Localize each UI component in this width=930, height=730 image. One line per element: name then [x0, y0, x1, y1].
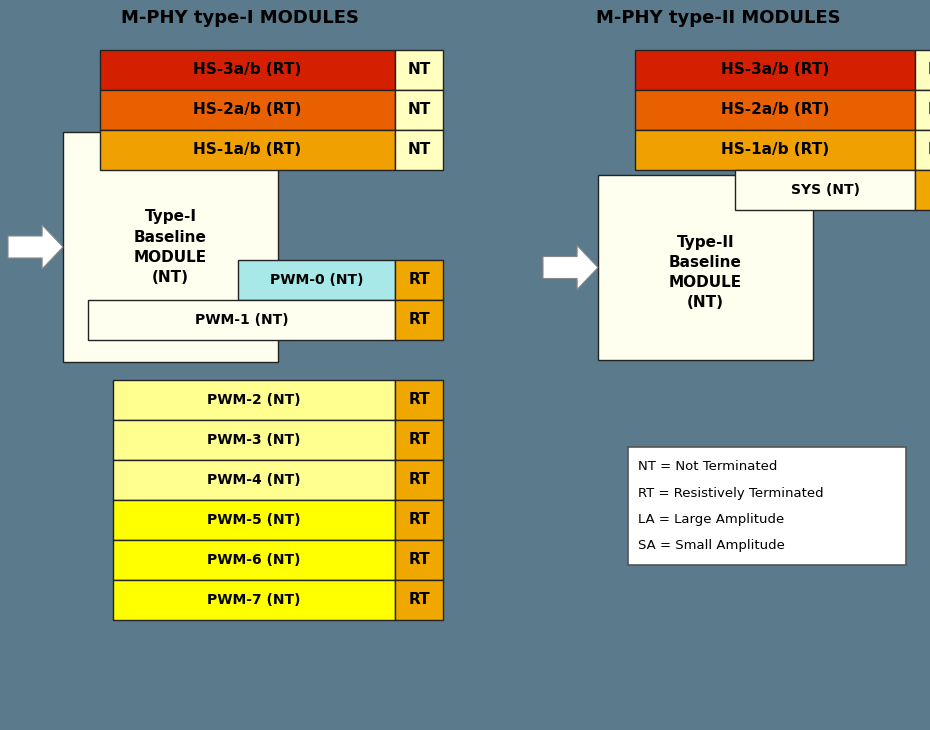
Bar	[915, 130, 930, 170]
Text: PWM-7 (NT): PWM-7 (NT)	[207, 593, 300, 607]
Text: RT: RT	[408, 432, 430, 447]
Bar	[395, 460, 443, 500]
Bar	[395, 50, 443, 90]
Bar	[635, 90, 915, 130]
Bar	[113, 500, 395, 540]
Bar	[113, 420, 395, 460]
Bar	[915, 50, 930, 90]
Text: HS-1a/b (RT): HS-1a/b (RT)	[721, 142, 829, 158]
Text: M-PHY type-II MODULES: M-PHY type-II MODULES	[596, 9, 841, 27]
Text: RT: RT	[408, 393, 430, 407]
Bar	[113, 580, 395, 620]
Text: MODULE: MODULE	[134, 250, 207, 264]
Bar	[100, 90, 395, 130]
Bar	[628, 447, 906, 565]
Bar	[113, 460, 395, 500]
Text: (NT): (NT)	[687, 295, 724, 310]
Text: NT: NT	[407, 142, 431, 158]
Bar	[395, 300, 443, 340]
Bar	[113, 540, 395, 580]
Bar	[395, 90, 443, 130]
Bar	[395, 260, 443, 300]
Text: PWM-2 (NT): PWM-2 (NT)	[207, 393, 300, 407]
Bar	[63, 132, 278, 362]
Text: PWM-5 (NT): PWM-5 (NT)	[207, 513, 300, 527]
Bar	[395, 540, 443, 580]
Bar	[915, 170, 930, 210]
Text: M-PHY type-I MODULES: M-PHY type-I MODULES	[121, 9, 359, 27]
Text: Type-II: Type-II	[677, 235, 735, 250]
Text: PWM-1 (NT): PWM-1 (NT)	[194, 313, 288, 327]
Bar	[395, 130, 443, 170]
Text: NT: NT	[927, 63, 930, 77]
Bar	[100, 50, 395, 90]
Text: Type-I: Type-I	[144, 210, 196, 225]
Bar	[238, 260, 395, 300]
Text: HS-2a/b (RT): HS-2a/b (RT)	[193, 102, 301, 118]
Text: RT: RT	[408, 512, 430, 528]
Text: LA = Large Amplitude: LA = Large Amplitude	[638, 512, 784, 526]
Text: NT: NT	[927, 142, 930, 158]
Text: NT: NT	[407, 102, 431, 118]
Bar	[395, 420, 443, 460]
Text: MODULE: MODULE	[669, 275, 742, 290]
Bar	[395, 380, 443, 420]
Bar	[100, 130, 395, 170]
Text: Baseline: Baseline	[669, 255, 742, 270]
Text: RT: RT	[408, 472, 430, 488]
Text: NT: NT	[927, 102, 930, 118]
Text: PWM-6 (NT): PWM-6 (NT)	[207, 553, 300, 567]
Bar	[113, 380, 395, 420]
Text: PWM-3 (NT): PWM-3 (NT)	[207, 433, 300, 447]
Text: HS-1a/b (RT): HS-1a/b (RT)	[193, 142, 301, 158]
Bar	[395, 500, 443, 540]
Bar	[735, 170, 915, 210]
Text: RT: RT	[408, 312, 430, 328]
Text: SYS (NT): SYS (NT)	[790, 183, 859, 197]
Text: RT: RT	[408, 593, 430, 607]
Text: NT = Not Terminated: NT = Not Terminated	[638, 461, 777, 474]
Text: RT = Resistively Terminated: RT = Resistively Terminated	[638, 486, 824, 499]
Text: RT: RT	[928, 182, 930, 198]
Text: RT: RT	[408, 553, 430, 567]
Polygon shape	[543, 245, 598, 290]
Text: (NT): (NT)	[152, 269, 189, 285]
Bar	[395, 580, 443, 620]
Bar	[635, 130, 915, 170]
Bar	[915, 90, 930, 130]
Polygon shape	[8, 225, 63, 269]
Text: NT: NT	[407, 63, 431, 77]
Text: PWM-0 (NT): PWM-0 (NT)	[270, 273, 364, 287]
Text: SA = Small Amplitude: SA = Small Amplitude	[638, 539, 785, 551]
Bar	[635, 50, 915, 90]
Text: HS-3a/b (RT): HS-3a/b (RT)	[193, 63, 301, 77]
Text: RT: RT	[408, 272, 430, 288]
Bar	[88, 300, 395, 340]
Text: HS-3a/b (RT): HS-3a/b (RT)	[721, 63, 830, 77]
Bar	[598, 175, 813, 360]
Text: Baseline: Baseline	[134, 229, 207, 245]
Text: PWM-4 (NT): PWM-4 (NT)	[207, 473, 300, 487]
Text: HS-2a/b (RT): HS-2a/b (RT)	[721, 102, 830, 118]
